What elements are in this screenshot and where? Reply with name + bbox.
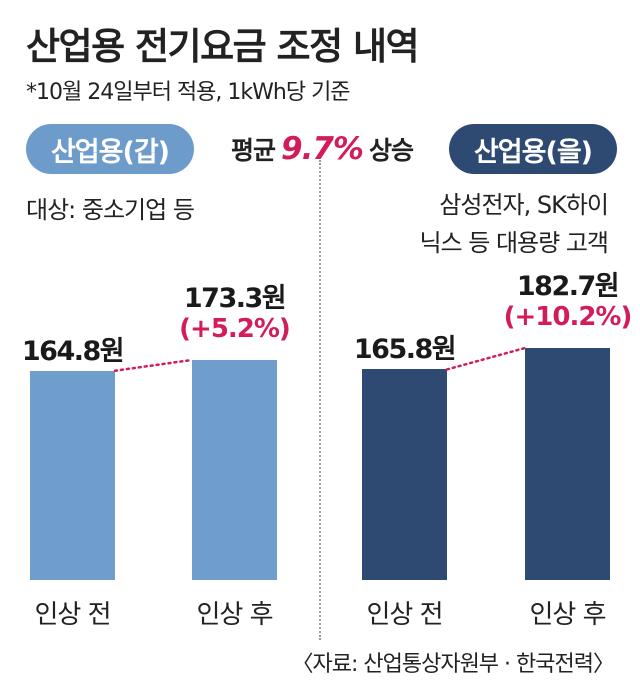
source-note: 〈자료: 산업통상자원부 · 한국전력〉: [291, 652, 615, 677]
category-label-0-0: 인상 전: [34, 600, 111, 630]
average-increase: 평균 9.7% 상승: [198, 126, 446, 172]
target-text-left: 대상: 중소기업 등: [26, 196, 195, 224]
value-label-0-0: 164.8원: [21, 335, 125, 367]
value-label-1-0: 165.8원: [353, 334, 457, 366]
average-suffix: 상승: [368, 136, 414, 165]
chart-title: 산업용 전기요금 조정 내역: [26, 25, 420, 68]
category-label-1-0: 인상 전: [366, 600, 443, 630]
category-label-0-1: 인상 후: [196, 600, 273, 630]
group-divider: [319, 160, 321, 640]
change-label-1: (+10.2%): [503, 302, 633, 332]
target-text-right-line2: 닉스 등 대용량 고객: [419, 229, 609, 257]
group-label-left: 산업용(갑): [26, 124, 194, 174]
connector-line-left: [113, 358, 194, 372]
chart-subtitle: *10월 24일부터 적용, 1kWh당 기준: [26, 80, 351, 105]
category-label-1-1: 인상 후: [529, 600, 606, 630]
target-text-right: 삼성전자, SK하이 닉스 등 대용량 고객: [348, 186, 609, 262]
average-prefix: 평균: [230, 136, 276, 165]
change-label-0: (+5.2%): [179, 313, 291, 344]
group-label-right: 산업용(을): [449, 124, 617, 174]
connector-line-right: [445, 346, 527, 371]
average-value: 9.7%: [281, 131, 364, 167]
target-text-right-line1: 삼성전자, SK하이: [439, 191, 609, 219]
bar-1-0: [362, 369, 447, 580]
bar-0-1: [192, 359, 277, 580]
value-label-0-1: 173.3원: [183, 282, 287, 314]
bar-1-1: [525, 348, 610, 580]
bar-0-0: [30, 370, 115, 580]
value-label-1-1: 182.7원: [516, 271, 620, 302]
